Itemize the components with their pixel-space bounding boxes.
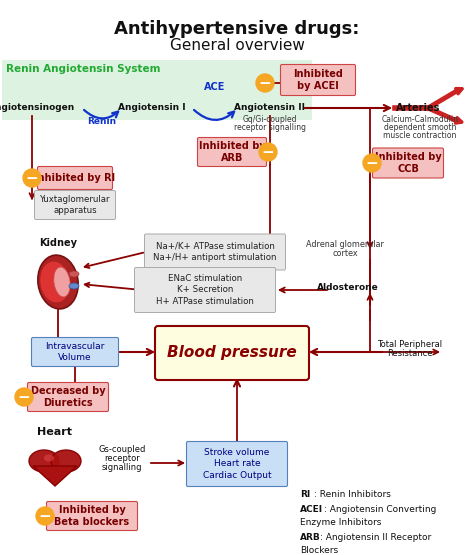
Text: Resistance: Resistance bbox=[387, 349, 433, 358]
Circle shape bbox=[259, 143, 277, 161]
Text: General overview: General overview bbox=[170, 38, 304, 53]
Ellipse shape bbox=[69, 271, 79, 277]
Text: Decreased by
Diuretics: Decreased by Diuretics bbox=[31, 386, 105, 408]
Text: signalling: signalling bbox=[102, 463, 142, 472]
Text: muscle contraction: muscle contraction bbox=[383, 131, 456, 140]
Text: Inhibited by
ARB: Inhibited by ARB bbox=[199, 141, 265, 163]
Text: ACE: ACE bbox=[204, 82, 226, 92]
FancyBboxPatch shape bbox=[46, 502, 137, 531]
Text: ENaC stimulation
K+ Secretion
H+ ATPase stimulation: ENaC stimulation K+ Secretion H+ ATPase … bbox=[156, 274, 254, 306]
Text: −: − bbox=[26, 171, 38, 186]
Polygon shape bbox=[33, 466, 77, 486]
Text: Enzyme Inhibitors: Enzyme Inhibitors bbox=[300, 518, 382, 527]
Text: : Renin Inhibitors: : Renin Inhibitors bbox=[314, 490, 391, 499]
Text: : Angiotensin Converting: : Angiotensin Converting bbox=[324, 505, 437, 514]
Text: Inhibited by
CCB: Inhibited by CCB bbox=[374, 152, 441, 174]
Text: Blockers: Blockers bbox=[300, 546, 338, 555]
FancyBboxPatch shape bbox=[198, 138, 266, 166]
Text: RI: RI bbox=[300, 490, 310, 499]
Text: Yuxtaglomerular
apparatus: Yuxtaglomerular apparatus bbox=[40, 195, 110, 215]
Ellipse shape bbox=[69, 283, 79, 289]
Circle shape bbox=[256, 74, 274, 92]
Ellipse shape bbox=[29, 450, 59, 472]
Text: Intravascular
Volume: Intravascular Volume bbox=[46, 342, 105, 362]
Text: −: − bbox=[18, 390, 30, 405]
Text: Aldosterone: Aldosterone bbox=[317, 283, 379, 292]
Text: Stroke volume
Heart rate
Cardiac Output: Stroke volume Heart rate Cardiac Output bbox=[203, 448, 271, 480]
Circle shape bbox=[15, 388, 33, 406]
FancyBboxPatch shape bbox=[155, 326, 309, 380]
Text: receptor signalling: receptor signalling bbox=[234, 123, 306, 132]
Ellipse shape bbox=[51, 450, 81, 472]
Text: Inhibited by RI: Inhibited by RI bbox=[35, 173, 116, 183]
Text: Kidney: Kidney bbox=[39, 238, 77, 248]
Text: Heart: Heart bbox=[37, 427, 73, 437]
Circle shape bbox=[36, 507, 54, 525]
FancyBboxPatch shape bbox=[27, 382, 109, 411]
Circle shape bbox=[23, 169, 41, 187]
FancyBboxPatch shape bbox=[35, 190, 116, 219]
Text: ACEI: ACEI bbox=[300, 505, 323, 514]
Text: Blood pressure: Blood pressure bbox=[167, 346, 297, 361]
Text: Angiotensin I: Angiotensin I bbox=[118, 103, 186, 113]
Text: : Angiotensin II Receptor: : Angiotensin II Receptor bbox=[320, 533, 431, 542]
Text: Adrenal glomerular: Adrenal glomerular bbox=[306, 240, 384, 249]
FancyBboxPatch shape bbox=[186, 441, 288, 487]
FancyBboxPatch shape bbox=[373, 148, 444, 178]
Text: Angiotensinogen: Angiotensinogen bbox=[0, 103, 75, 113]
Text: Arteries: Arteries bbox=[396, 103, 440, 113]
Text: Angiotensin II: Angiotensin II bbox=[235, 103, 306, 113]
Text: Inhibited
by ACEI: Inhibited by ACEI bbox=[293, 69, 343, 91]
FancyBboxPatch shape bbox=[281, 64, 356, 95]
Ellipse shape bbox=[38, 255, 78, 309]
Text: Renin: Renin bbox=[87, 117, 117, 126]
Text: ARB: ARB bbox=[300, 533, 321, 542]
Text: Total Peripheral: Total Peripheral bbox=[377, 340, 443, 349]
Text: dependent smooth: dependent smooth bbox=[384, 123, 456, 132]
Ellipse shape bbox=[54, 267, 70, 297]
FancyBboxPatch shape bbox=[135, 268, 275, 312]
Text: Gs-coupled: Gs-coupled bbox=[98, 445, 146, 454]
Text: −: − bbox=[262, 145, 274, 160]
Text: Na+/K+ ATPase stimulation
Na+/H+ antiport stimulation: Na+/K+ ATPase stimulation Na+/H+ antipor… bbox=[153, 242, 277, 262]
Text: receptor: receptor bbox=[104, 454, 140, 463]
Ellipse shape bbox=[40, 261, 70, 303]
Text: −: − bbox=[365, 156, 378, 171]
Circle shape bbox=[363, 154, 381, 172]
FancyBboxPatch shape bbox=[145, 234, 285, 270]
Text: Inhibited by
Beta blockers: Inhibited by Beta blockers bbox=[55, 505, 129, 527]
FancyBboxPatch shape bbox=[2, 60, 312, 120]
Text: Antihypertensive drugs:: Antihypertensive drugs: bbox=[114, 20, 360, 38]
Text: −: − bbox=[38, 509, 51, 524]
FancyBboxPatch shape bbox=[31, 337, 118, 366]
Text: Calcium-Calmodulin: Calcium-Calmodulin bbox=[382, 115, 458, 124]
Text: Renin Angiotensin System: Renin Angiotensin System bbox=[6, 64, 161, 74]
Text: Gq/Gi-coupled: Gq/Gi-coupled bbox=[243, 115, 297, 124]
FancyBboxPatch shape bbox=[37, 166, 112, 189]
Ellipse shape bbox=[44, 455, 54, 462]
Text: cortex: cortex bbox=[332, 249, 358, 258]
Text: −: − bbox=[259, 76, 272, 91]
